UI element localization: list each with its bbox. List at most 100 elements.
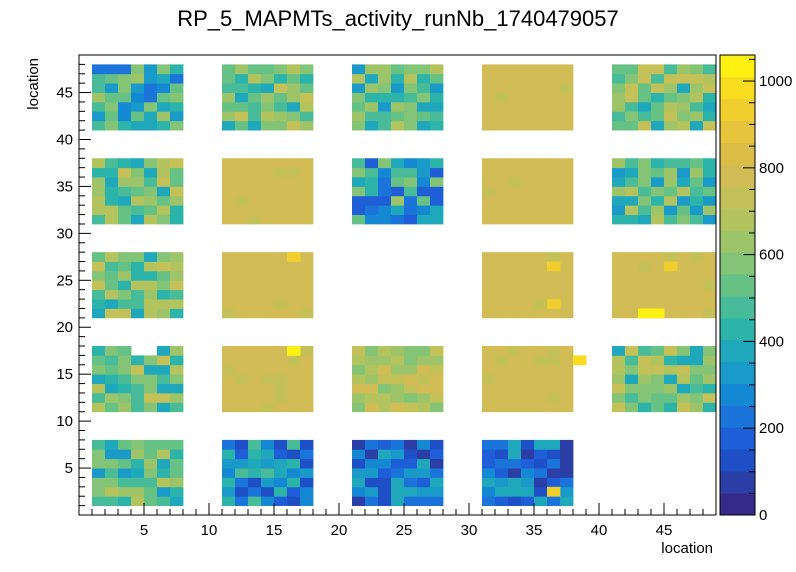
heatmap-bin — [235, 486, 249, 497]
heatmap-bin — [248, 402, 262, 413]
heatmap-bin — [508, 299, 522, 309]
heatmap-bin — [391, 402, 405, 413]
heatmap-bin — [261, 205, 275, 215]
heatmap-bin — [547, 346, 561, 356]
heatmap-bin — [261, 383, 275, 394]
heatmap-bin — [508, 289, 522, 300]
heatmap-bin — [534, 261, 548, 272]
heatmap-bin — [482, 364, 496, 375]
heatmap-bin — [105, 477, 119, 488]
heatmap-bin — [703, 177, 717, 187]
heatmap-bin — [430, 186, 444, 197]
heatmap-bin — [547, 449, 561, 460]
heatmap-bin — [547, 308, 561, 319]
heatmap-bin — [261, 167, 275, 178]
heatmap-bin — [105, 468, 119, 478]
heatmap-bin — [235, 83, 249, 93]
heatmap-bin — [534, 158, 548, 169]
heatmap-bin — [92, 477, 106, 488]
heatmap-bin — [287, 383, 301, 394]
heatmap-bin — [651, 299, 665, 309]
heatmap-bin — [248, 308, 262, 319]
heatmap-bin — [495, 458, 509, 469]
heatmap-bin — [157, 64, 171, 75]
heatmap-bin — [508, 486, 522, 497]
heatmap-bin — [365, 177, 379, 187]
heatmap-bin — [378, 195, 392, 206]
heatmap-bin — [703, 252, 717, 262]
x-tick-label: 45 — [656, 522, 673, 539]
color-scale-segment — [720, 252, 755, 275]
heatmap-bin — [521, 252, 535, 262]
heatmap-bin — [92, 364, 106, 375]
heatmap-bin — [534, 458, 548, 469]
heatmap-bin — [521, 402, 535, 413]
y-tick-label: 15 — [56, 366, 73, 383]
heatmap-bin — [625, 402, 639, 413]
heatmap-bin — [131, 158, 145, 169]
heatmap-bin — [508, 205, 522, 215]
heatmap-bin — [261, 346, 275, 356]
heatmap-bin — [118, 195, 132, 206]
heatmap-bin — [404, 468, 418, 478]
heatmap-bin — [300, 73, 314, 84]
heatmap-hot-bin — [287, 252, 301, 262]
heatmap-bin — [300, 270, 314, 281]
heatmap-bin — [391, 177, 405, 187]
heatmap-bin — [495, 486, 509, 497]
heatmap-bin — [105, 392, 119, 403]
heatmap-bin — [521, 468, 535, 478]
heatmap-bin — [235, 92, 249, 103]
heatmap-bin — [690, 261, 704, 272]
color-scale-segment — [720, 339, 755, 363]
heatmap-bin — [131, 468, 145, 478]
heatmap-bin — [534, 270, 548, 281]
heatmap-bin — [482, 92, 496, 103]
heatmap-bin — [222, 280, 236, 291]
heatmap-bin — [391, 195, 405, 206]
heatmap-bin — [352, 458, 366, 469]
heatmap-bin — [170, 120, 184, 131]
heatmap-bin — [482, 158, 496, 169]
y-axis: 5 10 15 20 25 30 35 40 45 — [56, 54, 91, 507]
heatmap-bin — [612, 205, 626, 215]
heatmap-bin — [534, 374, 548, 384]
heatmap-bin — [482, 289, 496, 300]
heatmap-bin — [612, 252, 626, 262]
heatmap-bin — [560, 308, 574, 319]
heatmap-bin — [131, 214, 145, 225]
heatmap-bin — [248, 195, 262, 206]
heatmap-bin — [92, 205, 106, 215]
heatmap-bin — [248, 261, 262, 272]
heatmap-bin — [222, 383, 236, 394]
heatmap-bin — [430, 486, 444, 497]
heatmap-bin — [222, 364, 236, 375]
heatmap-bin — [703, 289, 717, 300]
heatmap-bin — [495, 120, 509, 131]
heatmap-bin — [430, 439, 444, 450]
heatmap-bin — [430, 449, 444, 460]
heatmap-bin — [547, 195, 561, 206]
heatmap-bin — [495, 270, 509, 281]
x-axis: 5 10 15 20 25 30 35 40 45 — [91, 503, 717, 539]
heatmap-bin — [222, 158, 236, 169]
heatmap-bin — [547, 158, 561, 169]
heatmap-bin — [391, 214, 405, 225]
heatmap-bin — [625, 308, 639, 319]
heatmap-bin — [261, 402, 275, 413]
heatmap-bin — [131, 458, 145, 469]
chart-title: RP_5_MAPMTs_activity_runNb_1740479057 — [177, 6, 619, 31]
heatmap-bin — [508, 383, 522, 394]
heatmap-bin — [664, 195, 678, 206]
heatmap-bin — [352, 186, 366, 197]
heatmap-bin — [560, 214, 574, 225]
heatmap-bin — [92, 64, 106, 75]
heatmap-bin — [235, 458, 249, 469]
heatmap-bin — [703, 195, 717, 206]
heatmap-bin — [274, 167, 288, 178]
heatmap-bin — [287, 64, 301, 75]
heatmap-bin — [157, 468, 171, 478]
heatmap-bin — [521, 346, 535, 356]
heatmap-bin — [170, 364, 184, 375]
heatmap-bin — [248, 346, 262, 356]
